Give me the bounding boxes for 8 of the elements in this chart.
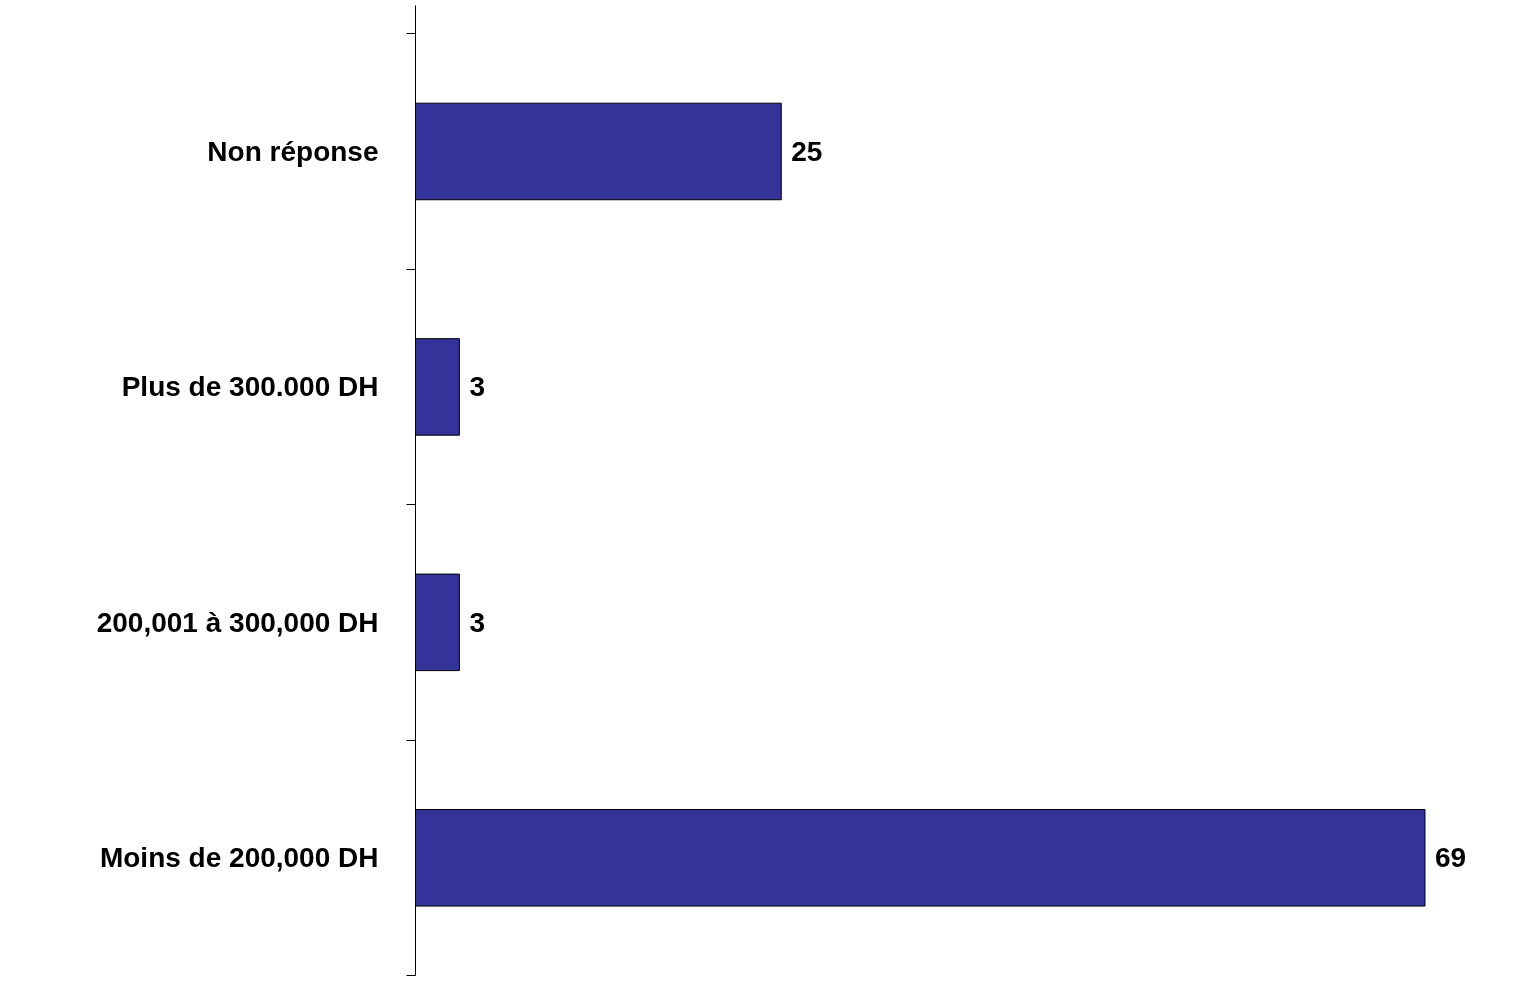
y-tick-label: 200,001 à 300,000 DH	[96, 606, 379, 638]
data-label: 3	[469, 371, 485, 403]
y-tick-label: Non réponse	[207, 135, 379, 167]
data-label: 3	[469, 606, 485, 638]
data-label: 25	[791, 135, 823, 167]
y-tick-label: Moins de 200,000 DH	[99, 842, 379, 874]
data-label: 69	[1434, 842, 1467, 874]
y-tick-label: Plus de 300.000 DH	[121, 371, 379, 403]
